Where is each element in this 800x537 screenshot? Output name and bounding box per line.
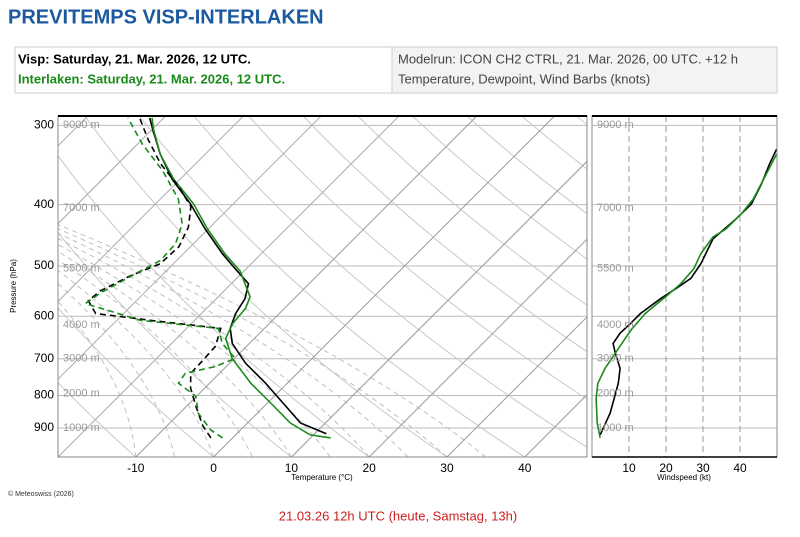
- credit: © Meteoswiss (2026): [8, 490, 74, 498]
- moist-adiabat: [58, 232, 409, 457]
- isotherm: [58, 116, 166, 225]
- wind-tick-label: 20: [659, 461, 673, 475]
- height-label: 2000 m: [63, 388, 100, 400]
- wind-height-label: 5500 m: [597, 263, 634, 275]
- windspeed-line: [595, 153, 777, 439]
- wind-height-label: 4000 m: [597, 319, 634, 331]
- wind-height-label: 3000 m: [597, 353, 634, 365]
- wind-height-label: 9000 m: [597, 119, 634, 131]
- wind-height-label: 2000 m: [597, 388, 634, 400]
- wind-tick-label: 10: [622, 461, 636, 475]
- dry-adiabat: [58, 307, 214, 457]
- wind-frame: [591, 115, 778, 458]
- moist-adiabat: [58, 269, 215, 457]
- dry-adiabat: [631, 116, 800, 457]
- x-tick-label: -10: [127, 461, 145, 475]
- dewpoint-line: [87, 117, 222, 439]
- header-right: [391, 46, 778, 94]
- y-tick-label: 700: [34, 351, 54, 365]
- height-label: 5500 m: [63, 263, 100, 275]
- wind-background: [592, 116, 777, 457]
- height-label: 9000 m: [63, 119, 100, 131]
- station-1: Visp: Saturday, 21. Mar. 2026, 12 UTC.: [18, 51, 251, 66]
- variables: Temperature, Dewpoint, Wind Barbs (knots…: [398, 71, 650, 86]
- dry-adiabat: [521, 116, 587, 170]
- isotherm: [213, 116, 555, 457]
- isotherm: [58, 116, 400, 457]
- isotherm: [58, 116, 244, 303]
- wind-axis-label: Windspeed (kt): [657, 473, 711, 482]
- skewt-profiles: [83, 117, 331, 439]
- moist-adiabat: [58, 251, 292, 457]
- y-axis-label: Pressure (hPa): [9, 259, 18, 313]
- model-run: Modelrun: ICON CH2 CTRL, 21. Mar. 2026, …: [398, 51, 738, 66]
- wind-profiles: [595, 148, 777, 439]
- dry-adiabat: [302, 116, 587, 353]
- isotherm: [135, 116, 478, 457]
- moist-adiabat: [58, 300, 137, 457]
- moist-adiabat: [58, 259, 253, 457]
- x-tick-label: 10: [285, 461, 299, 475]
- x-tick-label: 40: [518, 461, 532, 475]
- station-2: Interlaken: Saturday, 21. Mar. 2026, 12 …: [18, 71, 285, 86]
- moist-adiabat: [58, 224, 487, 457]
- skewt-frame: [57, 115, 588, 458]
- moist-adiabat: [58, 282, 176, 457]
- isotherm: [368, 238, 587, 457]
- isotherm: [291, 160, 587, 457]
- moist-adiabat: [58, 237, 370, 457]
- dry-adiabat: [575, 116, 587, 126]
- dewpoint-line: [83, 117, 237, 439]
- skewt-background: [58, 116, 800, 457]
- y-tick-label: 500: [34, 258, 54, 272]
- height-label: 1000 m: [63, 422, 100, 434]
- x-tick-label: 0: [210, 461, 217, 475]
- height-label: 7000 m: [63, 202, 100, 214]
- y-tick-label: 800: [34, 388, 54, 402]
- dry-adiabat: [84, 116, 448, 457]
- y-tick-label: 600: [34, 308, 54, 322]
- y-tick-label: 300: [34, 118, 54, 132]
- dry-adiabat: [58, 381, 137, 457]
- windspeed-line: [599, 148, 777, 436]
- dry-adiabat: [139, 116, 526, 457]
- dry-adiabat: [193, 116, 587, 448]
- dry-adiabat: [466, 116, 587, 215]
- dry-adiabat: [412, 116, 587, 260]
- moist-adiabat: [58, 228, 448, 457]
- axis-labels: 300 400 500 600 700 800 900 -10 0 10 20 30 40 9000 m 7…: [34, 118, 747, 476]
- x-tick-label: 20: [362, 461, 376, 475]
- footer: 21.03.26 12h UTC (heute, Samstag, 13h): [279, 508, 517, 523]
- y-tick-label: 400: [34, 197, 54, 211]
- isotherm: [446, 316, 587, 457]
- page-title: PREVITEMPS VISP-INTERLAKEN: [8, 6, 324, 28]
- dry-adiabat: [248, 116, 587, 400]
- temperature-line: [151, 117, 331, 439]
- x-tick-label: 30: [440, 461, 454, 475]
- isotherm: [524, 394, 587, 457]
- dry-adiabat: [795, 116, 800, 457]
- wind-tick-label: 30: [696, 461, 710, 475]
- y-tick-label: 900: [34, 420, 54, 434]
- height-label: 4000 m: [63, 319, 100, 331]
- dry-adiabat: [357, 116, 587, 306]
- isotherm: [58, 116, 322, 380]
- wind-height-label: 1000 m: [597, 422, 634, 434]
- wind-height-label: 7000 m: [597, 202, 634, 214]
- wind-tick-label: 40: [733, 461, 747, 475]
- moist-adiabat: [58, 243, 331, 457]
- x-axis-label: Temperature (°C): [291, 473, 353, 482]
- height-label: 3000 m: [63, 353, 100, 365]
